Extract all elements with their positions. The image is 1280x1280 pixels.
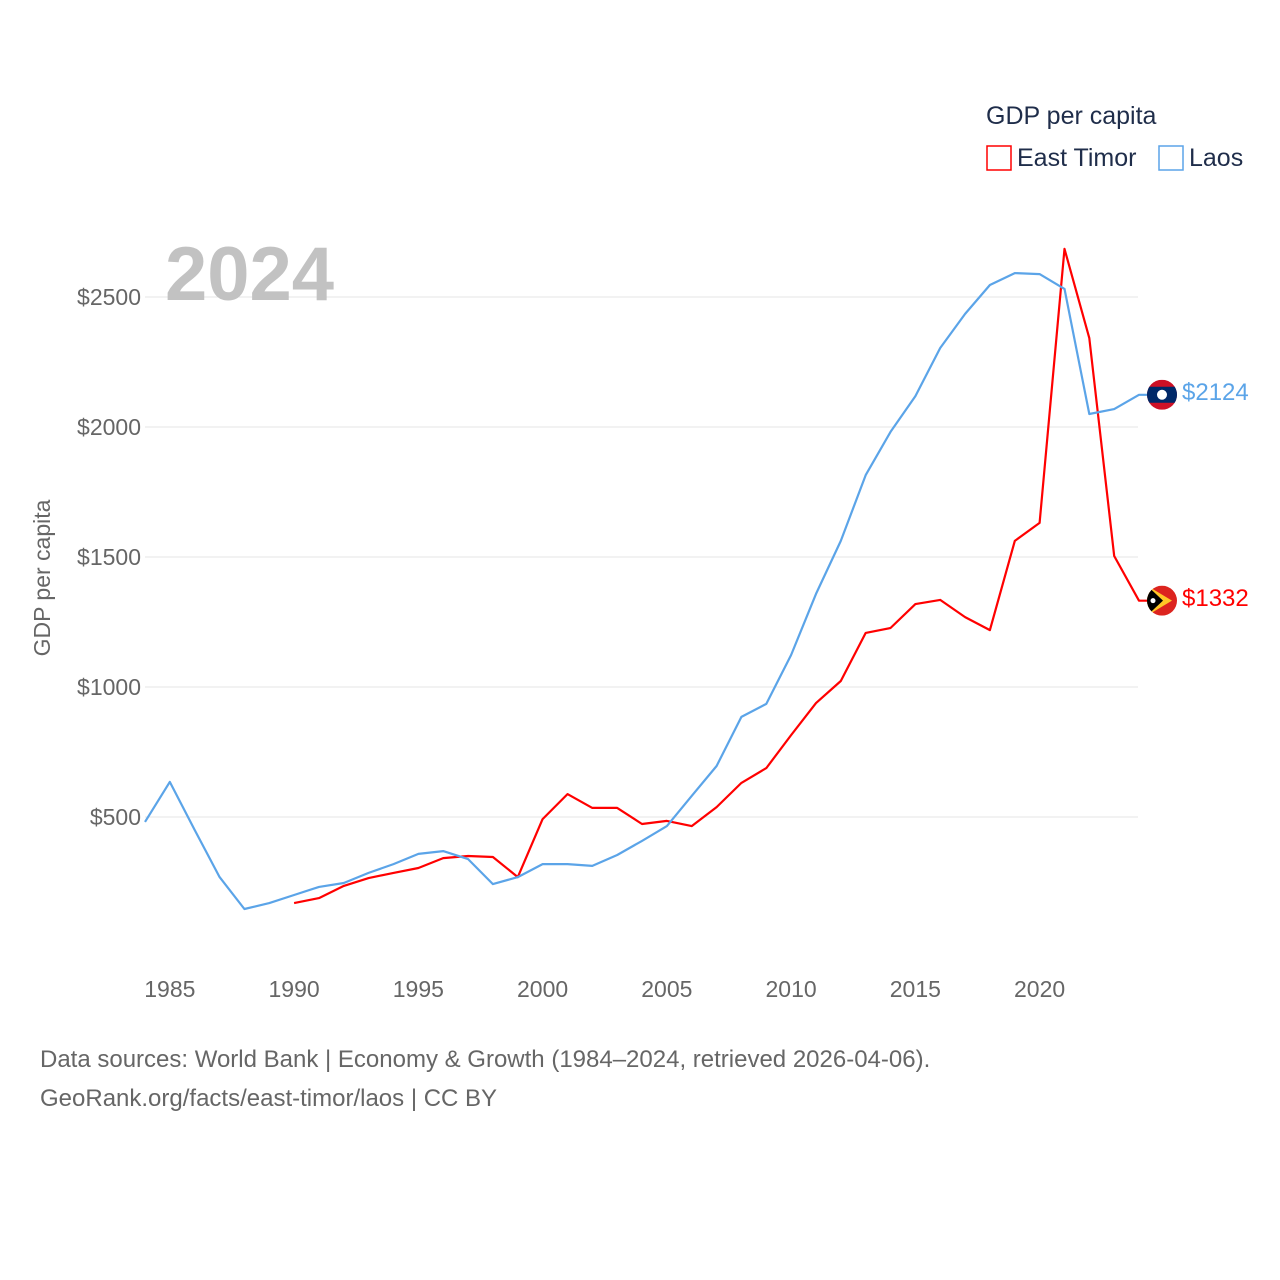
legend-title: GDP per capita <box>986 102 1157 130</box>
footer-link[interactable]: GeoRank.org/facts/east-timor/laos | CC B… <box>40 1085 498 1112</box>
year-watermark: 2024 <box>165 232 334 317</box>
series-line-east-timor[interactable] <box>293 247 1150 905</box>
legend-swatch-east-timor[interactable] <box>986 145 1012 171</box>
x-tick-label: 1990 <box>269 976 320 1002</box>
y-axis-label: GDP per capita <box>29 499 55 656</box>
east-timor-flag-icon <box>1147 585 1177 616</box>
y-tick-label: $1500 <box>77 544 141 570</box>
legend-label-east-timor[interactable]: East Timor <box>1017 144 1136 172</box>
legend-label-laos[interactable]: Laos <box>1189 144 1243 172</box>
x-tick-label: 2020 <box>1014 976 1065 1002</box>
east-timor-end-label: $1332 <box>1182 585 1249 612</box>
x-tick-label: 2015 <box>890 976 941 1002</box>
x-tick-label: 2010 <box>766 976 817 1002</box>
y-tick-label: $1000 <box>77 674 141 700</box>
x-tick-label: 1985 <box>144 976 195 1002</box>
x-tick-label: 1995 <box>393 976 444 1002</box>
y-tick-label: $2500 <box>77 284 141 310</box>
series-line-laos[interactable] <box>144 272 1150 911</box>
x-tick-label: 2000 <box>517 976 568 1002</box>
legend-swatch-laos[interactable] <box>1158 145 1184 171</box>
y-tick-label: $500 <box>90 804 141 830</box>
footer-sources: Data sources: World Bank | Economy & Gro… <box>40 1046 931 1073</box>
laos-end-label: $2124 <box>1182 379 1249 406</box>
laos-flag-icon <box>1147 379 1177 410</box>
x-tick-label: 2005 <box>641 976 692 1002</box>
y-tick-label: $2000 <box>77 414 141 440</box>
